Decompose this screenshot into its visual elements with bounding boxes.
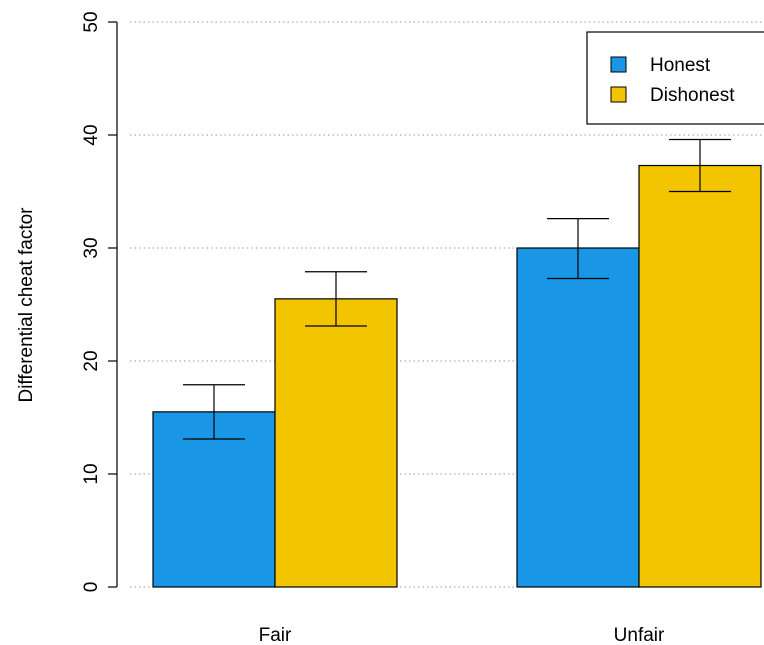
y-tick-label: 40 [81,124,102,145]
legend-swatch-dishonest [610,86,627,103]
y-tick-label: 20 [81,350,102,371]
error-bar-honest-unfair [547,218,609,280]
bar-honest-fair [152,411,276,588]
y-tick-label: 10 [81,463,102,484]
legend-label-dishonest: Dishonest [650,85,735,106]
x-category-label: Unfair [614,625,665,645]
x-category-label: Fair [259,625,292,645]
error-bar-dishonest-unfair [669,138,731,193]
error-bar-honest-fair [183,384,245,440]
y-tick-label: 50 [81,11,102,32]
legend-label-honest: Honest [650,55,711,76]
legend: Honest Dishonest [586,31,764,125]
bar-dishonest-unfair [638,164,762,588]
bar-dishonest-fair [274,298,398,588]
bars [152,164,762,588]
y-tick-label: 0 [81,582,102,593]
y-axis: 0 10 20 30 40 50 [81,11,118,593]
y-tick-label: 30 [81,237,102,258]
bar-honest-unfair [516,247,640,588]
y-axis-title: Differential cheat factor [16,207,37,403]
legend-swatch-honest [610,56,627,73]
error-bars [183,138,731,440]
legend-box [586,31,764,125]
error-bar-dishonest-fair [305,271,367,327]
x-category-labels: Fair Unfair [259,625,665,645]
